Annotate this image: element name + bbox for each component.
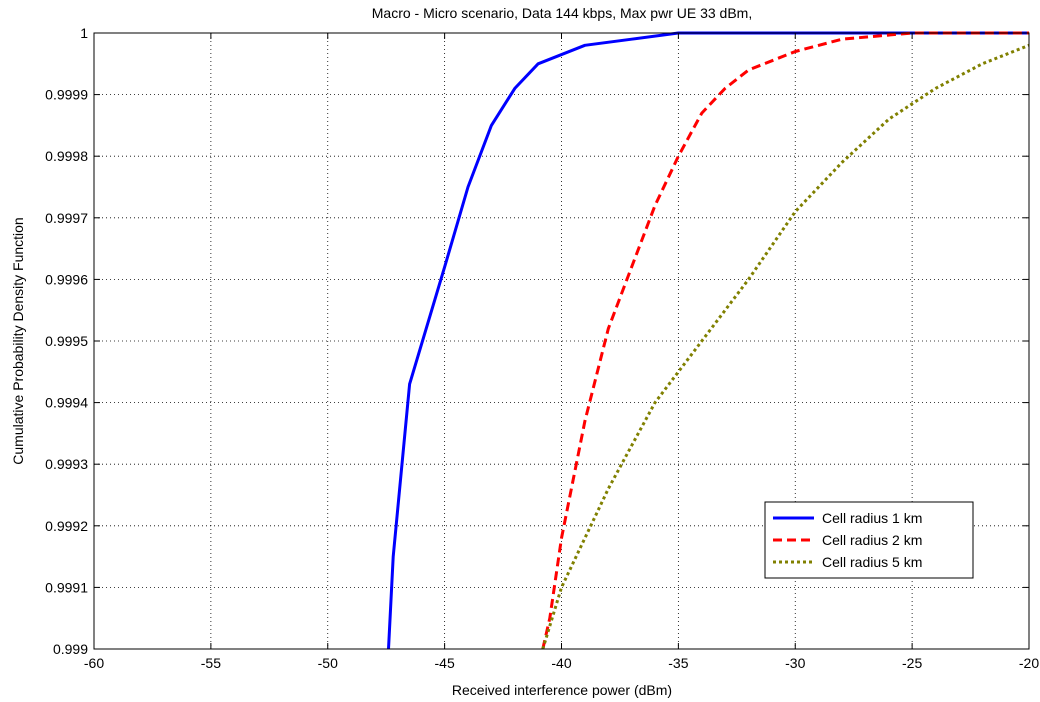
x-tick-label: -45 [435,655,455,671]
x-tick-label: -25 [902,655,922,671]
x-tick-label: -30 [785,655,805,671]
series-layer [387,31,1030,650]
series-line-2 [541,31,1029,650]
y-tick-label: 0.9993 [45,456,88,472]
y-tick-label: 0.9991 [45,579,88,595]
legend-label-3: Cell radius 5 km [822,554,922,570]
x-tick-label: -40 [551,655,571,671]
x-axis-title: Received interference power (dBm) [452,682,672,698]
y-tick-label: 0.9996 [45,271,88,287]
y-tick-label: 0.999 [53,641,88,657]
series-line-3 [541,43,1030,650]
x-tick-label: -35 [668,655,688,671]
y-tick-label: 0.9992 [45,518,88,534]
y-tick-label: 0.9999 [45,87,88,103]
chart-title: Macro - Micro scenario, Data 144 kbps, M… [372,5,752,21]
y-tick-label: 0.9997 [45,210,88,226]
x-tick-label: -20 [1019,655,1039,671]
y-axis-title: Cumulative Probability Density Function [10,217,26,464]
x-tick-label: -50 [318,655,338,671]
legend-box [764,501,974,579]
series-line-1 [387,31,1029,650]
y-tick-label: 0.9998 [45,148,88,164]
y-tick-label: 1 [80,25,88,41]
axis-ticks: -60 -55 -50 -45 -40 -35 -30 -25 -20 0.999 0.9991 0.… [45,25,1039,671]
y-tick-label: 0.9995 [45,333,88,349]
x-tick-label: -60 [84,655,104,671]
x-tick-label: -55 [201,655,221,671]
y-tick-label: 0.9994 [45,395,88,411]
legend-label-2: Cell radius 2 km [822,532,922,548]
legend-label-1: Cell radius 1 km [822,510,922,526]
legend: Cell radius 1 km Cell radius 2 km Cell rad… [764,501,974,579]
